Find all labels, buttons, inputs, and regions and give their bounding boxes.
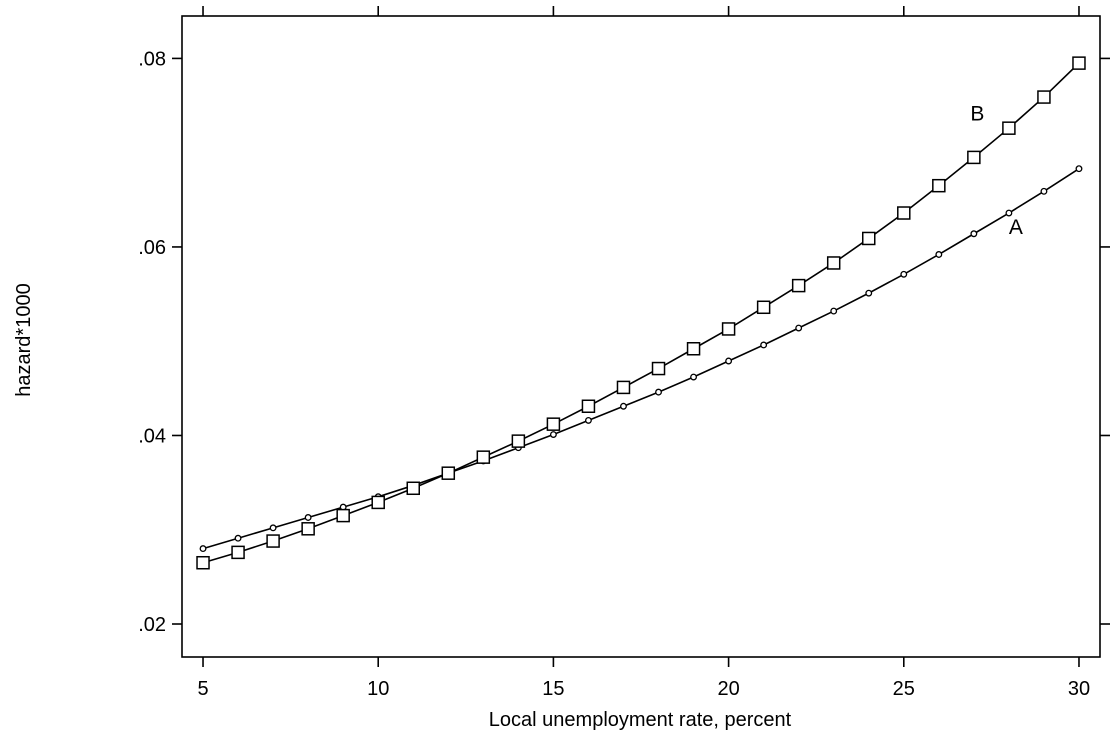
x-tick-label: 30 <box>1068 678 1090 700</box>
series-line-A <box>202 168 1080 550</box>
y-axis-label: hazard*1000 <box>13 283 35 396</box>
data-point-A <box>935 251 943 258</box>
data-point-B <box>932 178 946 193</box>
data-point-B <box>511 434 526 448</box>
data-point-B <box>1037 90 1051 104</box>
series-label-A: A <box>1009 216 1023 239</box>
series-line-B <box>202 62 1080 564</box>
data-point-B <box>266 534 280 548</box>
y-tick-label: .08 <box>138 48 166 70</box>
data-point-A <box>304 514 312 521</box>
data-point-A <box>725 357 733 365</box>
data-point-B <box>301 522 315 536</box>
data-point-A <box>865 289 873 297</box>
plot-frame <box>181 15 1101 658</box>
y-tick-label: .04 <box>138 425 166 447</box>
data-point-A <box>549 431 557 438</box>
data-point-B <box>1072 56 1086 70</box>
data-point-A <box>1075 165 1083 173</box>
data-point-B <box>196 555 210 570</box>
x-tick-label: 5 <box>197 678 208 700</box>
data-point-B <box>371 495 385 510</box>
y-tick-label: .02 <box>138 614 166 636</box>
data-point-B <box>546 417 561 431</box>
x-axis-label: Local unemployment rate, percent <box>489 709 792 731</box>
y-tick-label: .06 <box>138 237 166 259</box>
data-point-B <box>231 545 245 560</box>
data-point-A <box>234 534 242 542</box>
x-tick-label: 10 <box>367 678 389 700</box>
data-point-A <box>655 388 662 396</box>
data-point-A <box>620 402 627 410</box>
data-point-B <box>651 361 666 376</box>
data-point-A <box>1005 209 1013 217</box>
data-point-B <box>686 342 701 356</box>
data-point-A <box>830 307 838 315</box>
data-point-B <box>1002 121 1016 135</box>
data-point-B <box>476 450 491 464</box>
data-point-B <box>336 508 350 523</box>
x-tick-label: 20 <box>717 678 739 700</box>
data-point-A <box>795 324 803 332</box>
data-point-B <box>861 231 876 246</box>
data-point-B <box>967 150 981 165</box>
data-point-B <box>756 300 771 315</box>
data-point-A <box>1040 187 1048 195</box>
data-point-A <box>269 524 277 532</box>
data-point-B <box>791 278 806 293</box>
data-point-A <box>199 545 207 553</box>
data-point-A <box>970 230 978 238</box>
data-point-A <box>584 416 592 424</box>
data-point-B <box>721 322 736 336</box>
data-point-B <box>581 399 596 414</box>
x-tick-label: 15 <box>542 678 564 700</box>
series-label-B: B <box>970 103 984 126</box>
x-tick-label: 25 <box>893 678 915 700</box>
data-point-B <box>826 256 841 270</box>
data-point-B <box>441 466 456 480</box>
data-point-B <box>406 481 421 496</box>
data-point-A <box>690 373 698 381</box>
data-point-A <box>900 270 908 278</box>
data-point-A <box>760 341 768 349</box>
data-point-B <box>616 380 631 395</box>
data-point-B <box>897 206 911 220</box>
